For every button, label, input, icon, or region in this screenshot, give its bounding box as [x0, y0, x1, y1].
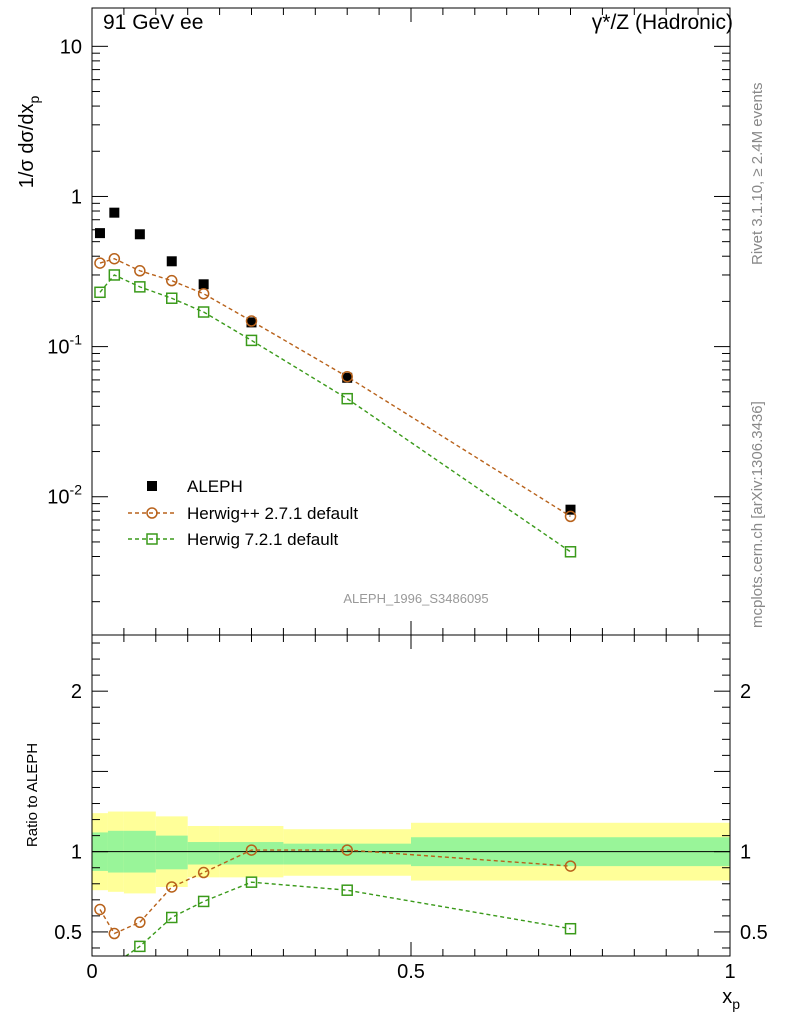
data-point-0-0	[94, 228, 105, 239]
band-inner-5	[219, 842, 284, 865]
mcplots-label: mcplots.cern.ch [arXiv:1306.3436]	[749, 401, 766, 628]
ratio-y-tick-label-right: 1	[740, 842, 751, 864]
ratio-y-tick-label-right: 2	[740, 681, 751, 703]
ratio-point-1-7	[564, 922, 577, 935]
ratio-point-0-3	[166, 881, 178, 893]
series-line-1	[99, 257, 571, 517]
y-tick-label: 10-1	[47, 332, 82, 359]
y-axis-label: 1/σ dσ/dxp	[16, 96, 42, 189]
x-tick-label: 1	[724, 961, 735, 983]
watermark-label: ALEPH_1996_S3486095	[343, 591, 488, 606]
data-point-2-6	[341, 392, 353, 405]
data-point-0-6	[342, 372, 353, 383]
data-point-0-2	[134, 229, 145, 240]
data-point-1-1	[108, 252, 121, 265]
band-inner-6	[283, 843, 411, 865]
ratio-point-0-5	[245, 844, 258, 856]
ratio-y-tick-label: 0.5	[54, 922, 82, 944]
ratio-point-0-2	[134, 916, 146, 929]
x-axis-label: xp	[722, 986, 740, 1012]
ratio-point-1-1	[109, 959, 119, 969]
data-point-1-7	[564, 510, 577, 523]
data-point-0-4	[198, 279, 209, 290]
ratio-point-1-4	[197, 895, 210, 908]
ratio-plot-area	[92, 811, 730, 969]
data-point-1-0	[94, 257, 106, 269]
band-inner-3	[155, 835, 188, 870]
y-tick-label: 10	[60, 36, 82, 58]
header-right-title: γ*/Z (Hadronic)	[592, 11, 733, 34]
ratio-y-tick-label: 2	[71, 681, 82, 703]
data-point-0-3	[166, 256, 177, 267]
legend-marker-1	[146, 507, 158, 519]
data-point-2-0	[94, 286, 106, 299]
data-point-1-4	[197, 287, 210, 300]
series-line-2	[99, 274, 571, 553]
rivet-label: Rivet 3.1.10, ≥ 2.4M events	[749, 83, 766, 266]
ratio-point-0-0	[94, 903, 106, 916]
ratio-y-tick-label-right: 0.5	[740, 922, 768, 944]
data-point-1-5	[245, 315, 258, 327]
main-panel: 10 1 10-1 10-2 1/σ dσ/dxp ALEPH Herwig++ 2.7.1…	[16, 7, 731, 636]
data-point-1-2	[134, 265, 146, 277]
data-point-0-5	[246, 317, 257, 328]
ratio-point-0-4	[197, 866, 210, 879]
data-point-0-7	[565, 504, 576, 515]
data-point-1-6	[341, 370, 353, 383]
data-point-2-2	[134, 281, 146, 293]
data-point-2-3	[166, 292, 178, 304]
ratio-point-1-6	[341, 884, 353, 896]
ratio-frame	[91, 634, 731, 957]
legend-marker-2	[146, 533, 158, 545]
data-point-2-5	[245, 334, 258, 347]
header-left-title: 91 GeV ee	[103, 11, 203, 34]
ratio-point-1-2	[134, 940, 146, 953]
ratio-point-0-6	[341, 844, 353, 856]
band-inner-4	[187, 842, 220, 865]
ratio-line-0	[99, 849, 571, 935]
ratio-y-tick-label: 1	[71, 842, 82, 864]
ratio-point-1-3	[166, 911, 178, 924]
data-point-2-7	[564, 546, 577, 558]
y-tick-label: 10-2	[47, 482, 82, 509]
ratio-point-0-1	[108, 927, 121, 940]
data-point-2-1	[108, 269, 121, 281]
legend-label-1: Herwig++ 2.7.1 default	[187, 504, 358, 523]
ratio-line-1	[124, 881, 571, 956]
data-point-2-4	[197, 306, 210, 318]
ratio-y-axis-label: Ratio to ALEPH	[24, 743, 41, 847]
ratio-point-1-5	[245, 876, 258, 888]
legend-label-0: ALEPH	[187, 477, 243, 496]
x-tick-label: 0	[86, 961, 97, 983]
x-tick-label: 0.5	[397, 961, 425, 983]
data-point-0-1	[109, 207, 120, 218]
legend-label-2: Herwig 7.2.1 default	[187, 530, 338, 549]
legend-marker-0	[147, 481, 157, 491]
ratio-point-0-7	[564, 860, 577, 872]
data-point-1-3	[166, 274, 178, 287]
y-tick-label: 1	[71, 186, 82, 208]
